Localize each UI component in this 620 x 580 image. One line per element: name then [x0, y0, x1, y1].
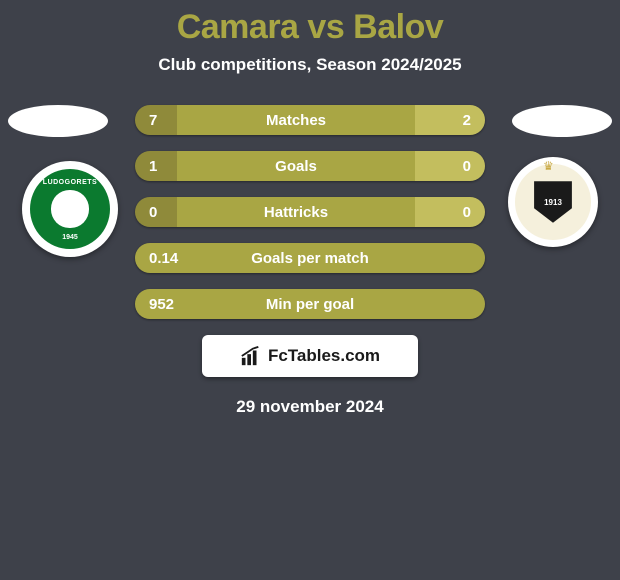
stat-row: 952 Min per goal [135, 289, 485, 319]
page-title: Camara vs Balov [0, 0, 620, 47]
stat-seg-full: 0.14 Goals per match [135, 243, 485, 273]
date-label: 29 november 2024 [0, 397, 620, 417]
crest-left: LUDOGORETS 1945 [22, 161, 118, 257]
crest-left-label: LUDOGORETS [30, 179, 111, 186]
stat-label: Goals per match [251, 250, 369, 267]
comparison-panel: LUDOGORETS 1945 ♛ 1913 7Matches21Goals00… [0, 105, 620, 417]
player-silhouette-right [512, 105, 612, 137]
stat-bars: 7Matches21Goals00Hattricks00.14Goals per… [135, 105, 485, 319]
stat-seg-right: 2 [415, 105, 485, 135]
stat-seg-mid: Goals [177, 151, 415, 181]
player-silhouette-left [8, 105, 108, 137]
stat-seg-full: 952 Min per goal [135, 289, 485, 319]
stat-label: Min per goal [266, 296, 354, 313]
stat-left-value: 952 [149, 296, 174, 313]
stat-seg-left: 0 [135, 197, 177, 227]
stat-row: 0Hattricks0 [135, 197, 485, 227]
stat-left-value: 0.14 [149, 250, 178, 267]
crest-right: ♛ 1913 [508, 157, 598, 247]
crest-right-shield: 1913 [534, 181, 572, 223]
subtitle: Club competitions, Season 2024/2025 [0, 55, 620, 75]
stat-seg-mid: Matches [177, 105, 415, 135]
crest-left-year: 1945 [30, 234, 111, 241]
stat-seg-left: 7 [135, 105, 177, 135]
stat-row: 7Matches2 [135, 105, 485, 135]
stat-seg-right: 0 [415, 197, 485, 227]
stat-row: 0.14 Goals per match [135, 243, 485, 273]
stat-seg-right: 0 [415, 151, 485, 181]
stat-row: 1Goals0 [135, 151, 485, 181]
stat-seg-left: 1 [135, 151, 177, 181]
stat-seg-mid: Hattricks [177, 197, 415, 227]
brand-badge[interactable]: FcTables.com [202, 335, 418, 377]
crown-icon: ♛ [543, 160, 563, 172]
brand-text: FcTables.com [268, 346, 380, 366]
bar-chart-icon [240, 345, 262, 367]
